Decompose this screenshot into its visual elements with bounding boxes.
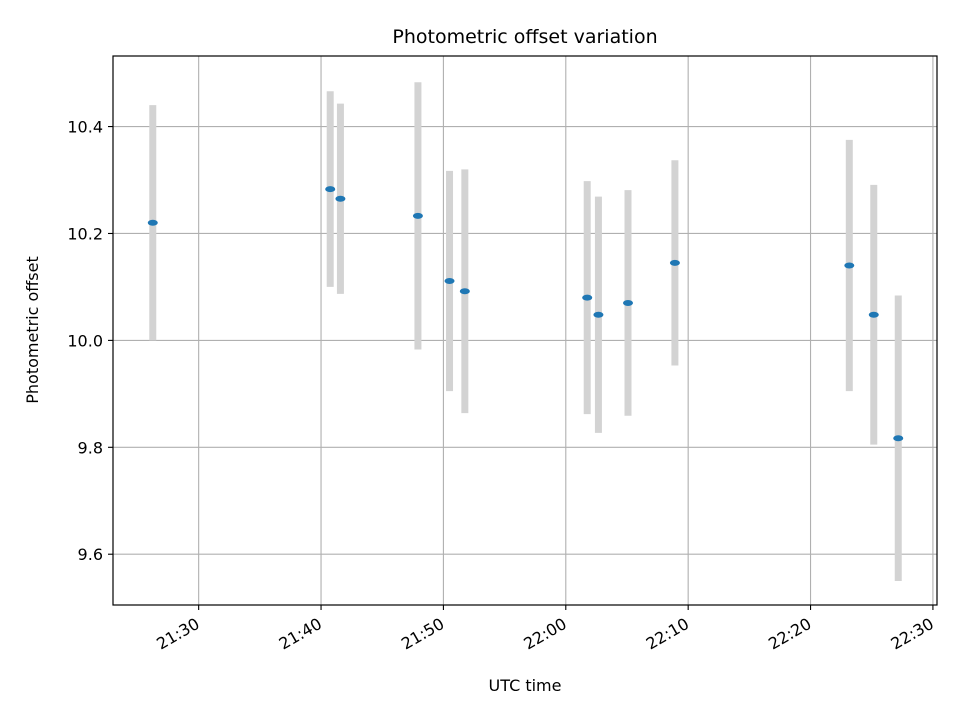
y-tick-label: 9.6 <box>78 545 103 564</box>
data-point <box>444 278 455 285</box>
x-tick-label: 22:00 <box>520 614 569 654</box>
grid <box>113 56 937 605</box>
data-point <box>582 294 593 301</box>
data-point <box>868 311 879 318</box>
data-point <box>844 262 855 269</box>
data-point <box>669 259 680 266</box>
data-point <box>412 212 423 219</box>
x-tick-label: 22:10 <box>643 614 692 654</box>
data-point <box>147 219 158 226</box>
plot-frame <box>112 55 938 606</box>
y-tick-label: 9.8 <box>78 438 103 457</box>
x-tick-label: 21:50 <box>398 614 447 654</box>
x-tick-label: 21:40 <box>276 614 325 654</box>
data-point <box>623 299 633 306</box>
data-point <box>325 186 336 193</box>
x-axis-title: UTC time <box>489 676 562 695</box>
error-bars <box>149 82 902 581</box>
x-tick-label: 22:20 <box>765 614 814 654</box>
y-tick-label: 10.4 <box>67 118 103 137</box>
x-tick-label: 21:30 <box>153 614 202 654</box>
y-tick-label: 10.2 <box>67 224 103 243</box>
data-point <box>459 288 470 295</box>
data-points <box>147 186 904 442</box>
axis-ticks: 21:30 21:40 21:50 22:00 22:10 22:20 22:30 9.6 9.… <box>67 118 937 654</box>
x-tick-label: 22:30 <box>887 614 936 654</box>
data-point <box>335 195 346 202</box>
data-point <box>893 435 904 442</box>
data-point <box>593 311 604 318</box>
y-tick-label: 10.0 <box>67 331 103 350</box>
y-axis-title: Photometric offset <box>23 256 42 404</box>
chart-title: Photometric offset variation <box>392 26 657 48</box>
